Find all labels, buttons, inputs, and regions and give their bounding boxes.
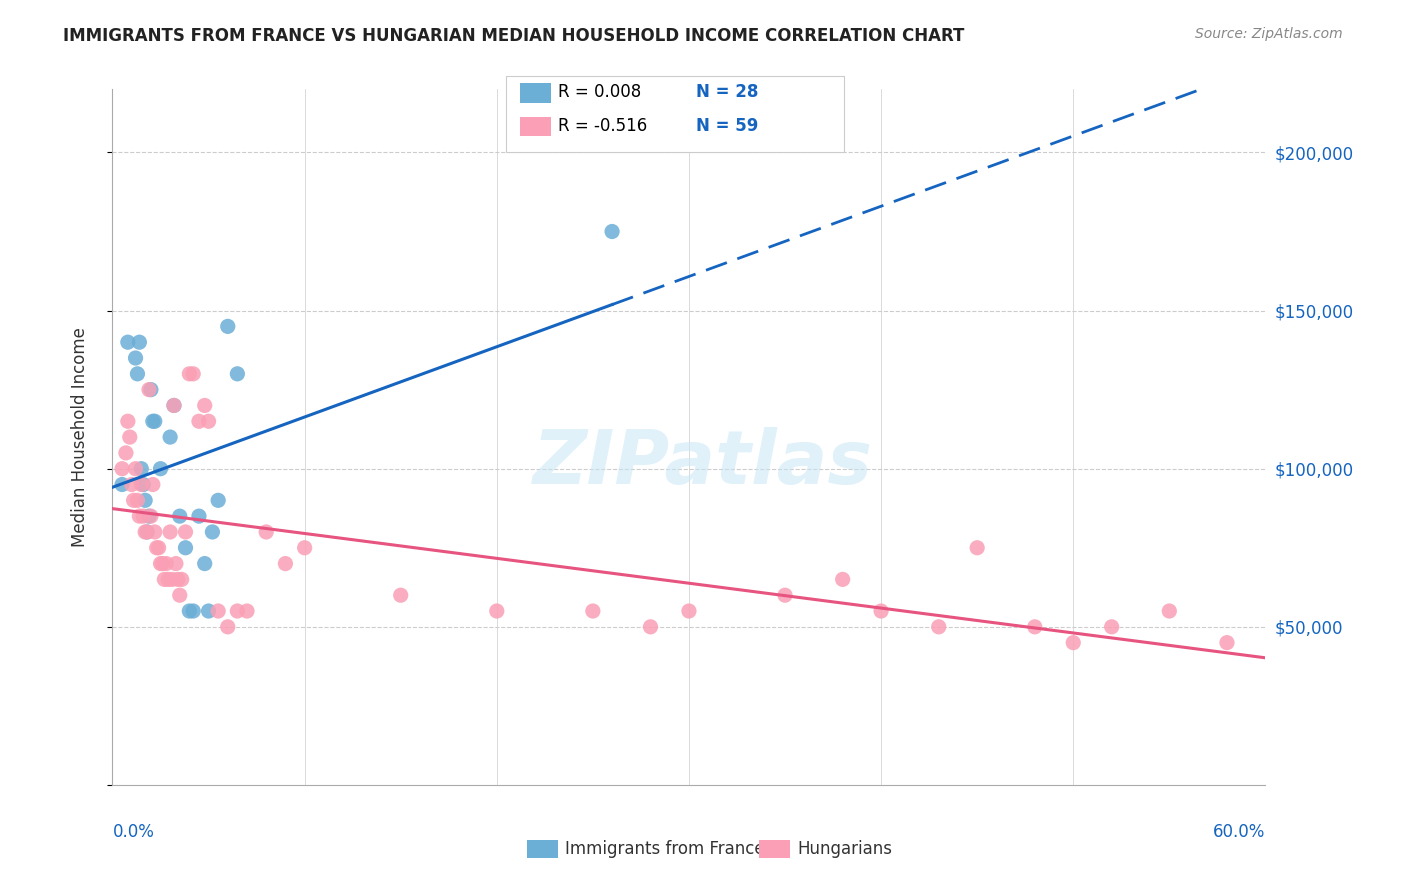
Point <box>163 399 186 413</box>
Point <box>155 557 177 571</box>
Point <box>254 524 277 539</box>
Point <box>163 399 186 413</box>
Point <box>145 541 167 555</box>
Text: 0.0%: 0.0% <box>112 823 155 841</box>
Point <box>136 524 159 539</box>
Point <box>134 493 156 508</box>
Point <box>149 461 172 475</box>
Point <box>188 509 211 524</box>
Text: ZIPatlas: ZIPatlas <box>533 427 873 500</box>
Point <box>1159 604 1181 618</box>
Point <box>143 414 166 428</box>
Point <box>678 604 700 618</box>
Point <box>115 446 138 460</box>
Point <box>1216 635 1239 649</box>
Point <box>124 461 146 475</box>
Point <box>226 367 249 381</box>
Point <box>485 604 508 618</box>
Point <box>194 557 217 571</box>
Point <box>1024 620 1046 634</box>
Point <box>226 604 249 618</box>
Point <box>966 541 988 555</box>
Point <box>181 367 204 381</box>
Y-axis label: Median Household Income: Median Household Income <box>70 327 89 547</box>
Point <box>132 509 155 524</box>
Point <box>153 573 176 587</box>
Point <box>236 604 259 618</box>
Point <box>197 604 219 618</box>
Point <box>170 573 193 587</box>
Point <box>928 620 950 634</box>
Point <box>197 414 219 428</box>
Point <box>127 493 149 508</box>
Text: R = 0.008: R = 0.008 <box>558 83 641 101</box>
Text: R = -0.516: R = -0.516 <box>558 117 647 135</box>
Point <box>128 335 150 350</box>
Point <box>600 225 623 239</box>
Point <box>117 414 139 428</box>
Point <box>122 493 145 508</box>
Point <box>124 351 146 365</box>
Point <box>179 367 201 381</box>
Point <box>127 367 149 381</box>
Point <box>582 604 605 618</box>
Point <box>128 509 150 524</box>
Point <box>188 414 211 428</box>
Point <box>149 557 172 571</box>
Point <box>111 477 134 491</box>
Point <box>142 414 165 428</box>
Point <box>139 509 162 524</box>
Point <box>142 477 165 491</box>
Text: IMMIGRANTS FROM FRANCE VS HUNGARIAN MEDIAN HOUSEHOLD INCOME CORRELATION CHART: IMMIGRANTS FROM FRANCE VS HUNGARIAN MEDI… <box>63 27 965 45</box>
Text: N = 28: N = 28 <box>696 83 758 101</box>
Point <box>640 620 662 634</box>
Point <box>111 461 134 475</box>
Point <box>148 541 170 555</box>
Point <box>389 588 412 602</box>
Point <box>773 588 796 602</box>
Point <box>138 383 160 397</box>
Point <box>181 604 204 618</box>
Point <box>207 493 229 508</box>
Text: Source: ZipAtlas.com: Source: ZipAtlas.com <box>1195 27 1343 41</box>
Point <box>121 477 143 491</box>
Point <box>166 573 188 587</box>
Point <box>207 604 229 618</box>
Point <box>143 524 166 539</box>
Point <box>129 461 153 475</box>
Point <box>1062 635 1084 649</box>
Point <box>159 430 181 444</box>
Point <box>157 573 180 587</box>
Point <box>169 588 191 602</box>
Point <box>134 524 156 539</box>
Point <box>870 604 893 618</box>
Point <box>160 573 183 587</box>
Text: Hungarians: Hungarians <box>797 840 893 858</box>
Point <box>831 573 853 587</box>
Point <box>174 524 197 539</box>
Text: Immigrants from France: Immigrants from France <box>565 840 765 858</box>
Point <box>169 509 191 524</box>
Point <box>132 477 155 491</box>
Point <box>201 524 224 539</box>
Point <box>118 430 141 444</box>
Point <box>217 319 239 334</box>
Point <box>294 541 316 555</box>
Point <box>138 509 160 524</box>
Point <box>129 477 153 491</box>
Point <box>152 557 174 571</box>
Text: 60.0%: 60.0% <box>1213 823 1265 841</box>
Point <box>1101 620 1123 634</box>
Point <box>274 557 297 571</box>
Point <box>179 604 201 618</box>
Point <box>194 399 217 413</box>
Point <box>117 335 139 350</box>
Text: N = 59: N = 59 <box>696 117 758 135</box>
Point <box>136 524 159 539</box>
Point <box>165 557 187 571</box>
Point <box>174 541 197 555</box>
Point <box>217 620 239 634</box>
Point <box>159 524 181 539</box>
Point <box>139 383 162 397</box>
